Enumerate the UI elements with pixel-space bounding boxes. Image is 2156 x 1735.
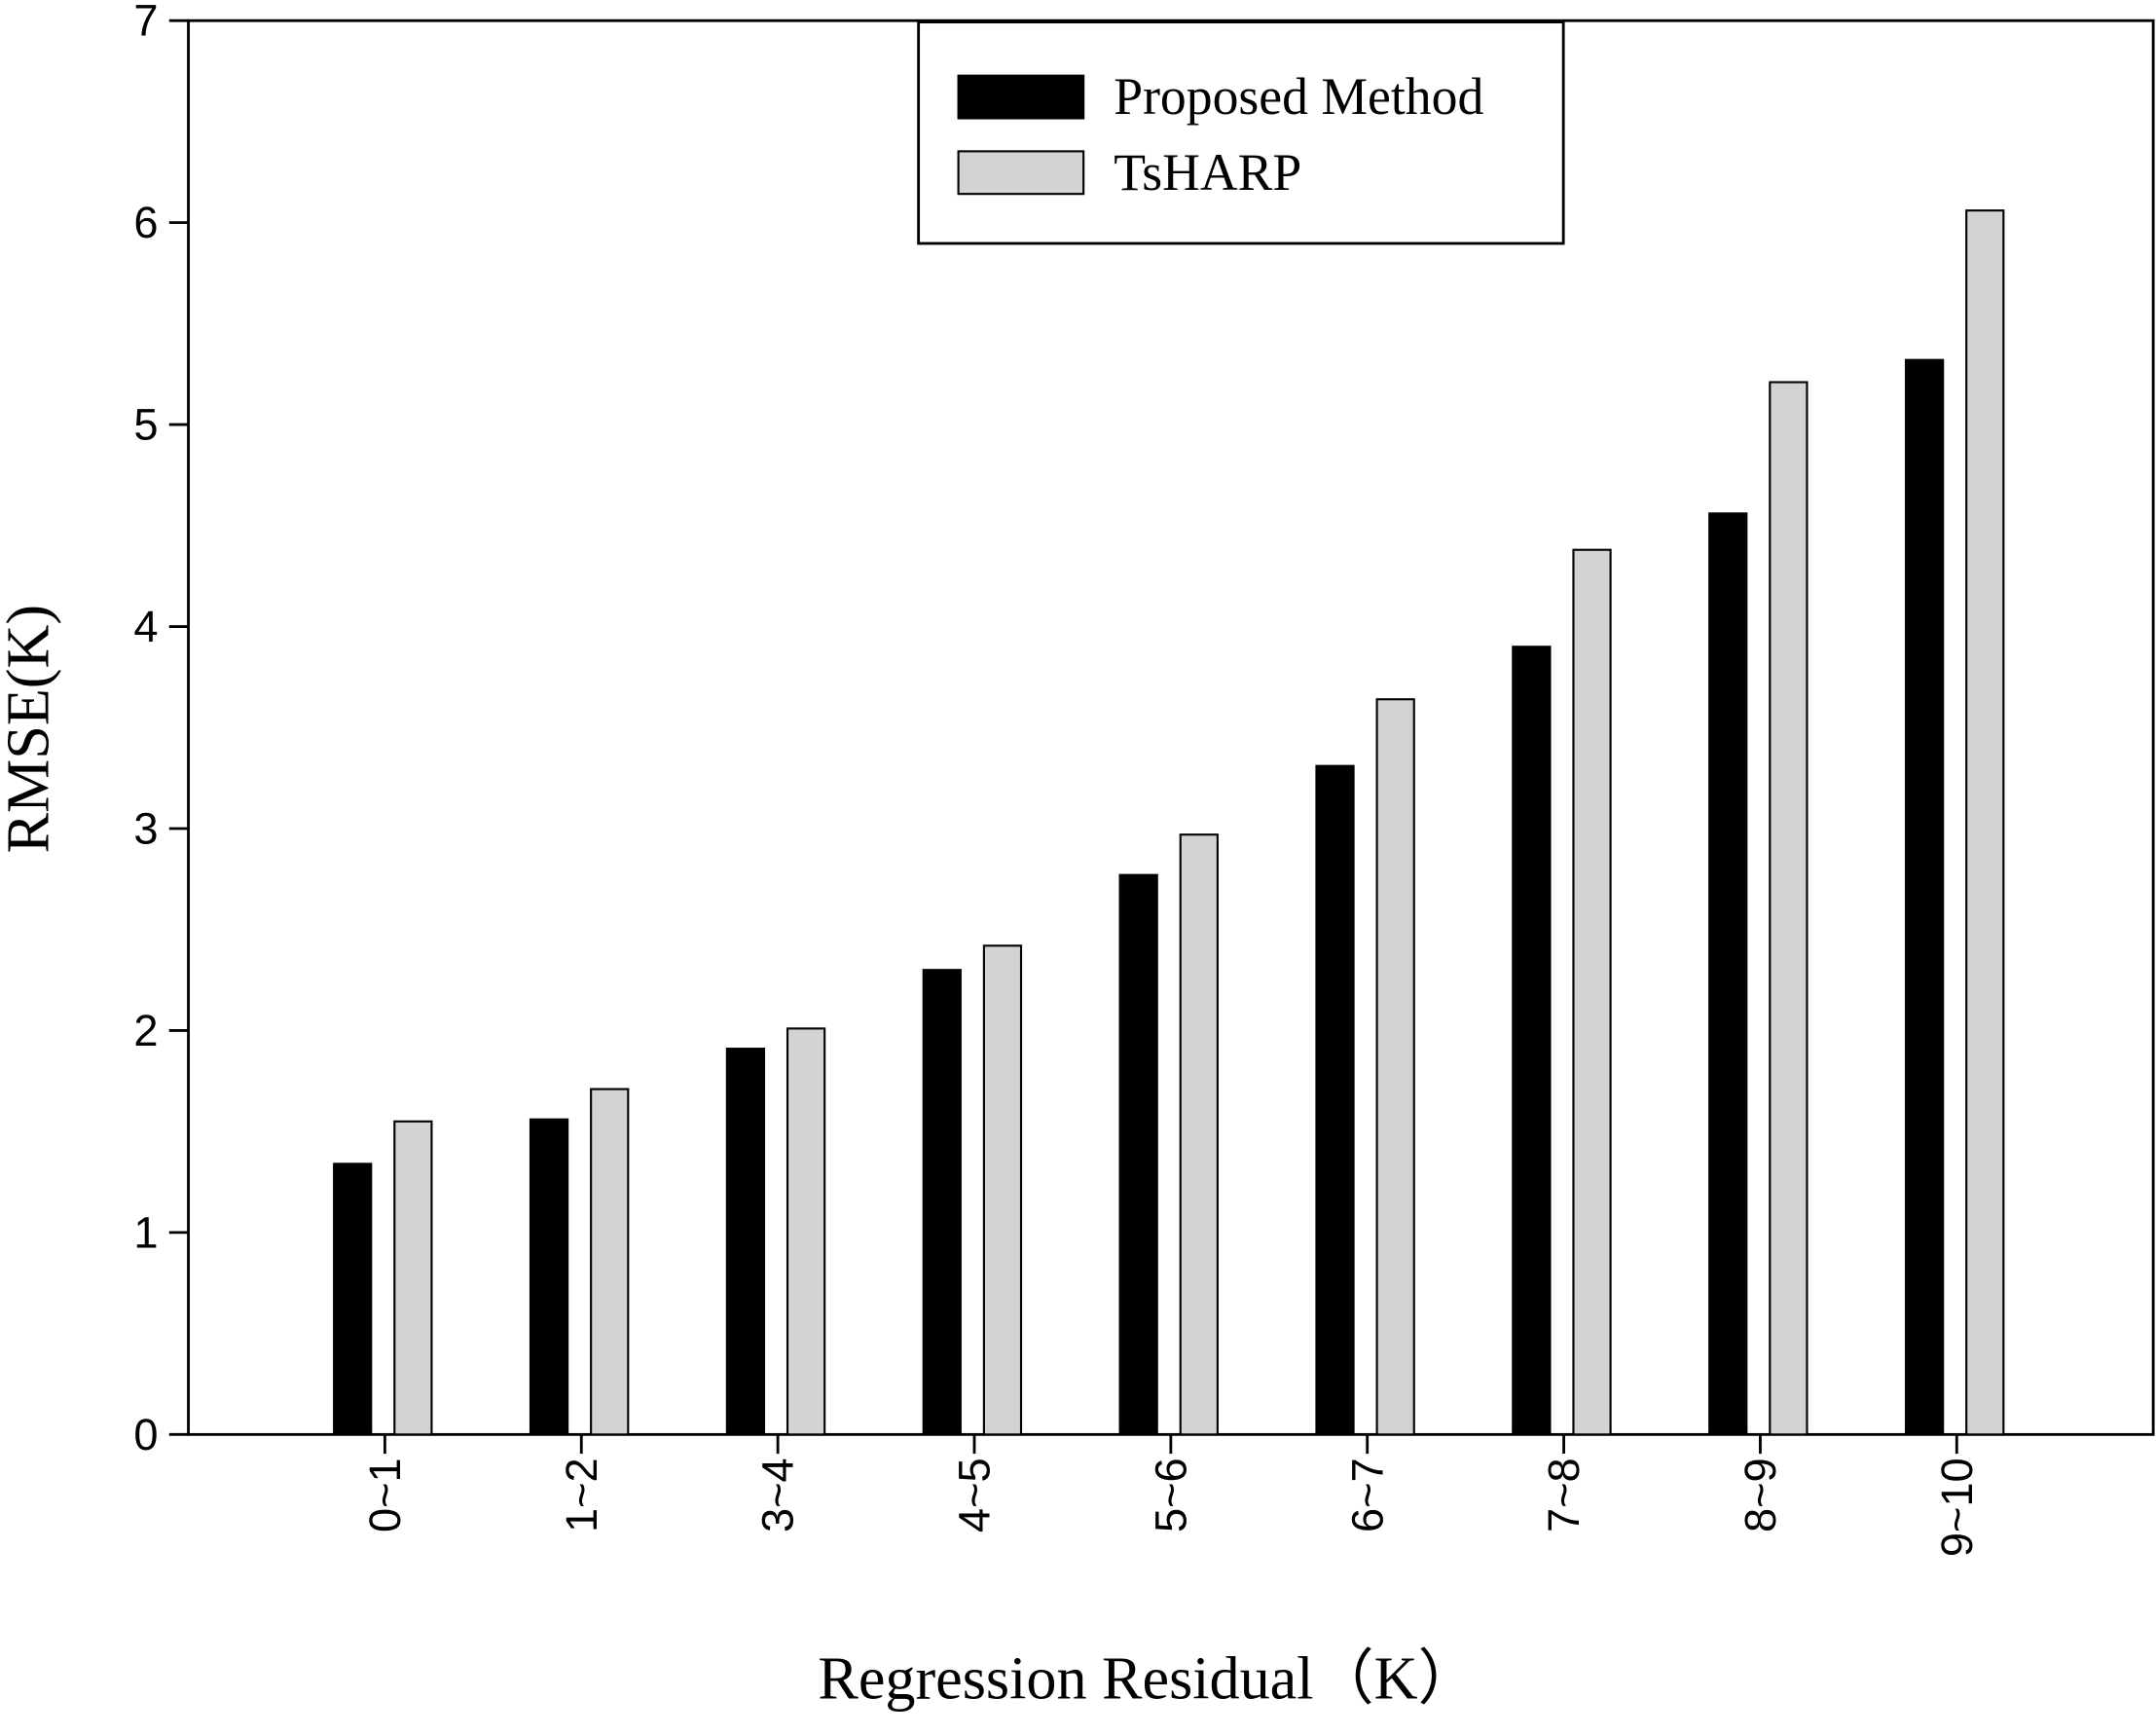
y-tick-label: 2 — [133, 1006, 158, 1055]
bar — [1904, 358, 1945, 1436]
bar — [1572, 548, 1612, 1436]
bar — [529, 1118, 569, 1436]
bar — [725, 1048, 766, 1436]
y-tick-label: 3 — [133, 804, 158, 854]
y-tick-label: 5 — [133, 400, 158, 450]
y-tick-label: 0 — [133, 1410, 158, 1459]
x-tick-label: 3~4 — [753, 1458, 803, 1532]
bar — [393, 1120, 433, 1436]
legend-swatch — [957, 150, 1085, 196]
legend-box — [917, 20, 1565, 245]
bar — [922, 969, 962, 1436]
bar — [1315, 764, 1355, 1436]
y-tick-label: 4 — [133, 602, 158, 651]
bar — [1965, 209, 2005, 1436]
x-tick-label: 1~2 — [557, 1458, 606, 1532]
bar — [1375, 698, 1415, 1436]
bar — [1179, 833, 1219, 1436]
bar — [786, 1027, 826, 1436]
bar — [1769, 381, 1809, 1436]
x-axis-title: Regression Residual（K） — [818, 1646, 1478, 1713]
x-tick-label: 6~7 — [1342, 1458, 1392, 1532]
x-tick-label: 0~1 — [360, 1458, 410, 1532]
bar — [1512, 646, 1552, 1436]
legend-label: Proposed Method — [1114, 67, 1483, 126]
bar — [1118, 873, 1158, 1436]
bar — [590, 1088, 630, 1436]
y-tick-label: 7 — [133, 0, 158, 46]
y-tick-label: 1 — [133, 1207, 158, 1257]
bar — [333, 1163, 373, 1436]
legend-label: TsHARP — [1114, 143, 1301, 202]
x-tick-label: 9~10 — [1932, 1458, 1982, 1557]
bar — [982, 944, 1023, 1436]
x-tick-label: 8~9 — [1736, 1458, 1785, 1532]
x-tick-label: 5~6 — [1146, 1458, 1195, 1532]
y-axis-title: RMSE(K) — [0, 605, 61, 853]
y-tick-label: 6 — [133, 198, 158, 247]
x-tick-label: 7~8 — [1539, 1458, 1589, 1532]
legend-swatch — [957, 74, 1085, 120]
bar — [1708, 512, 1748, 1436]
x-tick-label: 4~5 — [950, 1458, 1000, 1532]
